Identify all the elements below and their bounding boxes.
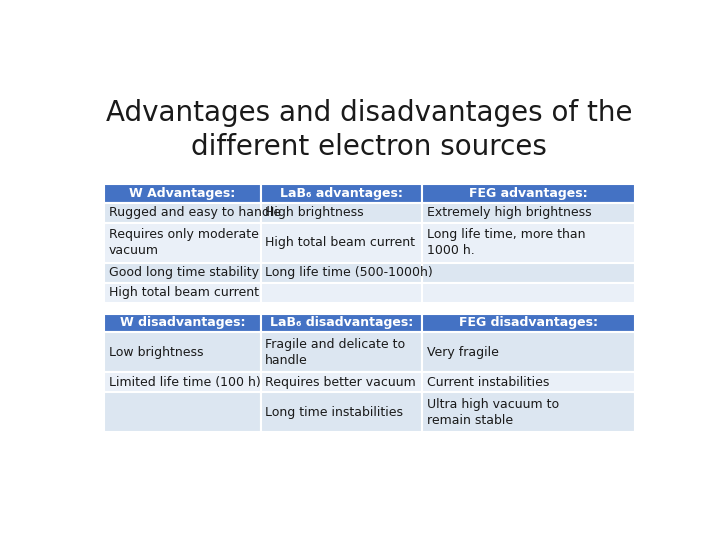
Bar bbox=[423, 332, 635, 372]
Bar bbox=[261, 202, 423, 222]
Text: Rugged and easy to handle: Rugged and easy to handle bbox=[109, 206, 281, 219]
Bar bbox=[104, 283, 261, 303]
Bar bbox=[423, 202, 635, 222]
Bar bbox=[261, 332, 423, 372]
Text: W Advantages:: W Advantages: bbox=[129, 187, 235, 200]
Text: Long life time, more than
1000 h.: Long life time, more than 1000 h. bbox=[427, 228, 585, 257]
Text: Good long time stability: Good long time stability bbox=[109, 266, 258, 279]
Text: Long life time (500-1000h): Long life time (500-1000h) bbox=[265, 266, 433, 279]
Text: FEG disadvantages:: FEG disadvantages: bbox=[459, 316, 598, 329]
Text: FEG advantages:: FEG advantages: bbox=[469, 187, 588, 200]
Bar bbox=[261, 283, 423, 303]
Text: Requires only moderate
vacuum: Requires only moderate vacuum bbox=[109, 228, 258, 257]
Text: Very fragile: Very fragile bbox=[427, 346, 499, 359]
Bar bbox=[261, 222, 423, 262]
Bar bbox=[261, 184, 423, 202]
Bar bbox=[423, 184, 635, 202]
Bar bbox=[104, 202, 261, 222]
Text: Requires better vacuum: Requires better vacuum bbox=[265, 375, 416, 389]
Text: W disadvantages:: W disadvantages: bbox=[120, 316, 245, 329]
Text: Advantages and disadvantages of the
different electron sources: Advantages and disadvantages of the diff… bbox=[106, 99, 632, 161]
Bar bbox=[104, 184, 261, 202]
Bar bbox=[104, 332, 261, 372]
Bar bbox=[104, 222, 261, 262]
Bar bbox=[104, 262, 261, 283]
Bar bbox=[261, 372, 423, 392]
Text: High brightness: High brightness bbox=[265, 206, 364, 219]
Bar bbox=[261, 392, 423, 432]
Bar bbox=[261, 314, 423, 332]
Text: Extremely high brightness: Extremely high brightness bbox=[427, 206, 592, 219]
Text: High total beam current: High total beam current bbox=[265, 236, 415, 249]
Text: Ultra high vacuum to
remain stable: Ultra high vacuum to remain stable bbox=[427, 397, 559, 427]
Text: Low brightness: Low brightness bbox=[109, 346, 203, 359]
Bar bbox=[104, 392, 261, 432]
Bar bbox=[423, 222, 635, 262]
Text: Current instabilities: Current instabilities bbox=[427, 375, 549, 389]
Bar bbox=[423, 372, 635, 392]
Text: LaB₆ advantages:: LaB₆ advantages: bbox=[280, 187, 403, 200]
Bar bbox=[423, 283, 635, 303]
Text: Long time instabilities: Long time instabilities bbox=[265, 406, 403, 419]
Bar bbox=[423, 392, 635, 432]
Text: High total beam current: High total beam current bbox=[109, 286, 258, 299]
Bar bbox=[423, 314, 635, 332]
Bar bbox=[423, 262, 635, 283]
Text: Fragile and delicate to
handle: Fragile and delicate to handle bbox=[265, 338, 405, 367]
Text: LaB₆ disadvantages:: LaB₆ disadvantages: bbox=[270, 316, 413, 329]
Bar bbox=[261, 262, 423, 283]
Bar bbox=[104, 314, 261, 332]
Text: Limited life time (100 h): Limited life time (100 h) bbox=[109, 375, 261, 389]
Bar bbox=[104, 372, 261, 392]
